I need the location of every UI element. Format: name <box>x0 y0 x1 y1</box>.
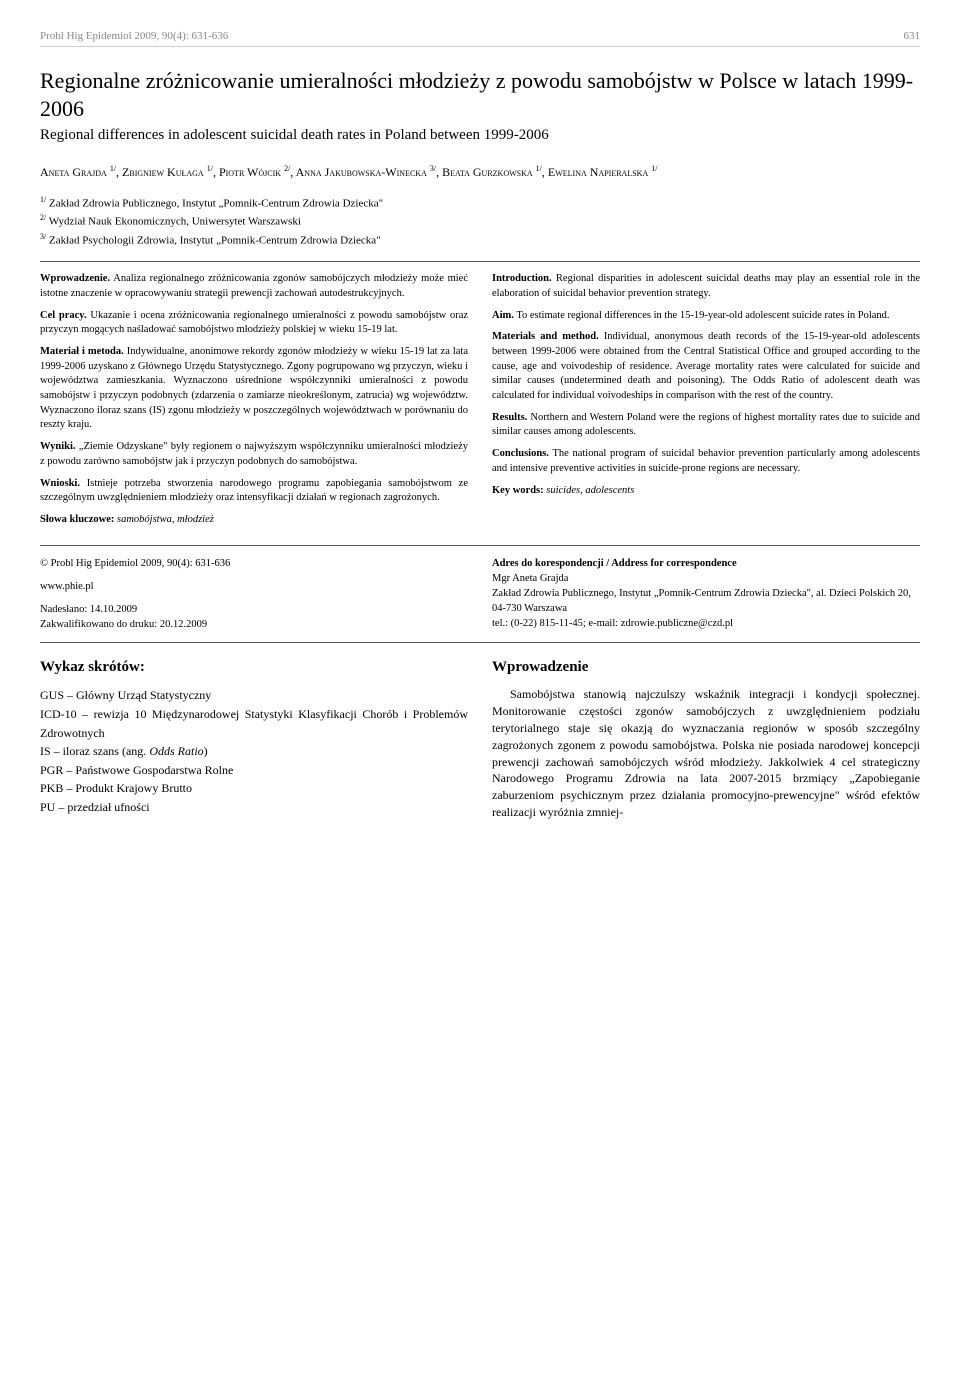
article-title-pl: Regionalne zróżnicowanie umieralności mł… <box>40 67 920 122</box>
page-number: 631 <box>904 30 921 42</box>
abbrev-item: PKB – Produkt Krajowy Brutto <box>40 779 468 798</box>
introduction-section: Wprowadzenie Samobójstwa stanowią najczu… <box>492 657 920 828</box>
abstract-block: Wprowadzenie. Analiza regionalnego zróżn… <box>40 272 920 534</box>
running-header: Probl Hig Epidemiol 2009, 90(4): 631-636… <box>40 30 920 47</box>
abbreviations-section: Wykaz skrótów: GUS – Główny Urząd Statys… <box>40 657 468 828</box>
meta-left: © Probl Hig Epidemiol 2009, 90(4): 631-6… <box>40 556 468 633</box>
article-title-en: Regional differences in adolescent suici… <box>40 126 920 146</box>
abbrev-item: PU – przedział ufności <box>40 798 468 817</box>
divider <box>40 261 920 262</box>
website: www.phie.pl <box>40 579 468 594</box>
abbrev-item: GUS – Główny Urząd Statystyczny <box>40 686 468 705</box>
received-date: Nadesłano: 14.10.2009 <box>40 602 468 617</box>
intro-heading: Wprowadzenie <box>492 657 920 678</box>
divider <box>40 545 920 546</box>
abbrev-list: GUS – Główny Urząd Statystyczny ICD-10 –… <box>40 686 468 816</box>
divider <box>40 642 920 643</box>
affiliations: 1/ Zakład Zdrowia Publicznego, Instytut … <box>40 194 920 250</box>
correspondence: Adres do korespondencji / Address for co… <box>492 556 920 633</box>
keywords-en: Key words: suicides, adolescents <box>492 484 920 499</box>
journal-citation: Probl Hig Epidemiol 2009, 90(4): 631-636 <box>40 30 228 42</box>
meta-block: © Probl Hig Epidemiol 2009, 90(4): 631-6… <box>40 556 920 633</box>
authors: Aneta Grajda 1/, Zbigniew Kułaga 1/, Pio… <box>40 164 920 180</box>
abbrev-item: IS – iloraz szans (ang. Odds Ratio) <box>40 742 468 761</box>
abstract-pl: Wprowadzenie. Analiza regionalnego zróżn… <box>40 272 468 534</box>
accepted-date: Zakwalifikowano do druku: 20.12.2009 <box>40 617 468 632</box>
keywords-pl: Słowa kluczowe: samobójstwa, młodzież <box>40 513 468 528</box>
intro-body: Samobójstwa stanowią najczulszy wskaźnik… <box>492 686 920 820</box>
abbrev-item: PGR – Państwowe Gospodarstwa Rolne <box>40 761 468 780</box>
citation-line: © Probl Hig Epidemiol 2009, 90(4): 631-6… <box>40 556 468 571</box>
abbrev-heading: Wykaz skrótów: <box>40 657 468 678</box>
abbrev-item: ICD-10 – rewizja 10 Międzynarodowej Stat… <box>40 705 468 742</box>
abstract-en: Introduction. Regional disparities in ad… <box>492 272 920 534</box>
